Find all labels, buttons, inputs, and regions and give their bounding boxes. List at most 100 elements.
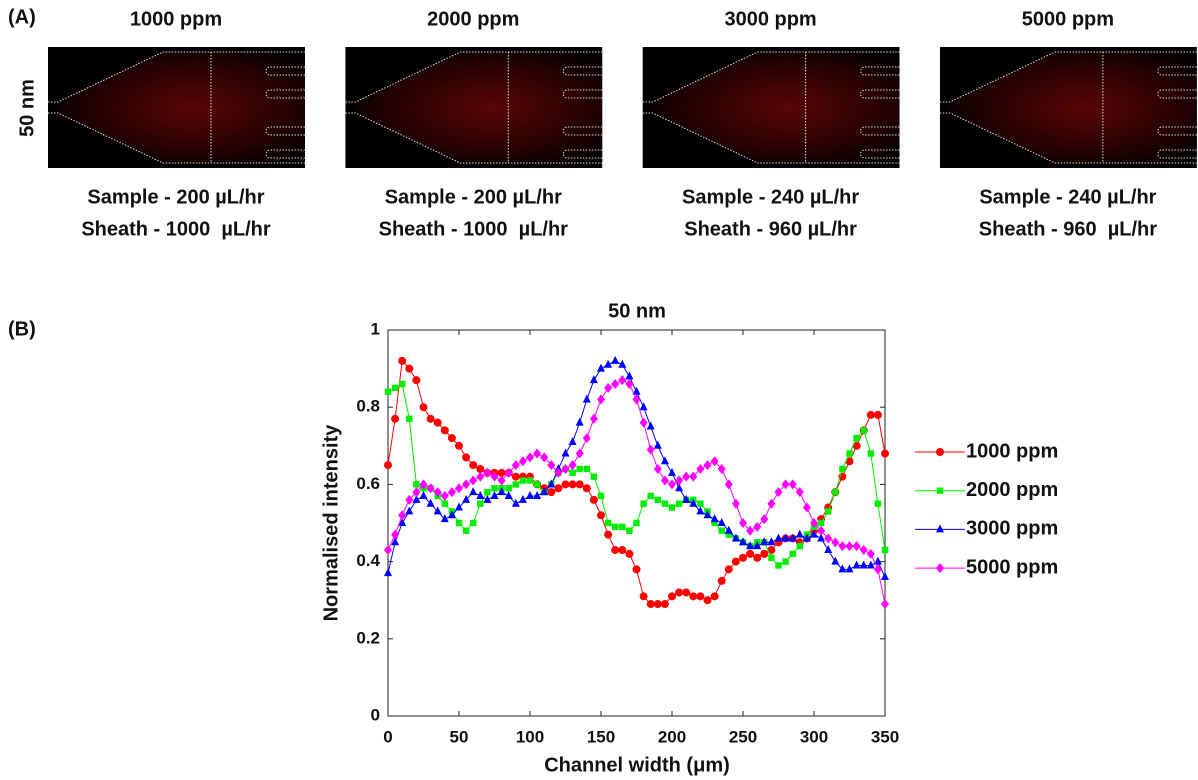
data-point xyxy=(462,453,471,462)
data-point xyxy=(647,492,654,500)
legend-marker xyxy=(936,563,944,574)
data-point xyxy=(412,494,421,503)
data-point xyxy=(554,467,563,478)
data-point xyxy=(682,471,691,482)
data-point xyxy=(540,487,549,496)
data-point xyxy=(483,467,492,478)
flow-rate-sheath: Sheath - 1000 µL/hr xyxy=(379,218,569,240)
data-point xyxy=(739,553,747,562)
data-point xyxy=(618,375,627,386)
data-point xyxy=(866,548,875,559)
data-point xyxy=(441,500,448,507)
data-point xyxy=(774,533,783,542)
x-tick-label: 200 xyxy=(658,727,686,746)
data-point xyxy=(860,427,867,434)
data-point xyxy=(646,600,655,609)
data-point xyxy=(604,359,613,368)
data-point xyxy=(547,479,556,488)
data-point xyxy=(717,576,726,585)
data-point xyxy=(597,511,605,520)
data-point xyxy=(739,518,747,528)
data-point xyxy=(433,506,442,515)
data-point xyxy=(660,600,669,609)
data-point xyxy=(859,560,868,569)
data-point xyxy=(469,487,478,496)
data-point xyxy=(789,550,796,558)
flow-rate-sample: Sample - 200 µL/hr xyxy=(385,186,562,208)
data-point xyxy=(398,518,407,526)
data-point xyxy=(455,519,463,527)
data-point xyxy=(447,434,456,443)
data-point xyxy=(477,500,484,507)
data-point xyxy=(469,475,478,486)
data-point xyxy=(768,554,775,561)
data-point xyxy=(660,456,669,465)
data-point xyxy=(725,531,732,538)
data-point xyxy=(540,452,549,463)
data-point xyxy=(760,537,769,546)
data-point xyxy=(881,599,889,610)
data-point xyxy=(497,468,506,477)
data-point xyxy=(518,456,527,467)
data-point xyxy=(561,480,570,489)
data-point xyxy=(462,494,471,503)
microchannel-image xyxy=(642,47,900,168)
x-tick-label: 350 xyxy=(871,727,899,746)
data-point xyxy=(568,460,577,471)
data-point xyxy=(597,363,605,372)
data-point xyxy=(455,483,463,494)
x-tick-label: 0 xyxy=(383,727,392,746)
y-axis-label: Normalised intensity xyxy=(320,424,342,622)
data-point xyxy=(590,473,598,480)
microchannel-image xyxy=(48,47,305,168)
data-point xyxy=(782,558,789,565)
data-point xyxy=(619,523,626,531)
data-point xyxy=(824,545,833,554)
data-point xyxy=(795,487,804,498)
panel-title: 1000 ppm xyxy=(130,8,222,30)
data-point xyxy=(697,500,704,507)
data-point xyxy=(526,490,534,499)
data-point xyxy=(526,477,534,484)
microchannel-image xyxy=(345,47,603,168)
data-point xyxy=(391,384,399,392)
data-point xyxy=(419,403,428,412)
data-point xyxy=(774,487,783,498)
legend-marker xyxy=(936,524,944,533)
data-point xyxy=(717,518,726,526)
data-point xyxy=(653,600,662,609)
data-point xyxy=(640,500,647,507)
data-point xyxy=(873,564,882,575)
x-tick-label: 150 xyxy=(587,727,615,746)
data-point xyxy=(625,371,634,380)
plot-frame xyxy=(387,329,886,717)
data-point xyxy=(533,448,542,459)
data-point xyxy=(781,533,790,542)
data-point xyxy=(399,380,406,388)
flow-rate-sample: Sample - 200 µL/hr xyxy=(87,186,264,208)
data-point xyxy=(512,481,519,488)
data-point xyxy=(611,546,620,555)
data-point xyxy=(852,441,861,450)
data-point xyxy=(718,527,725,534)
panel-label: (B) xyxy=(8,318,36,340)
data-point xyxy=(554,484,563,493)
data-point xyxy=(724,525,733,534)
data-point xyxy=(788,479,797,490)
data-point xyxy=(653,440,662,449)
y-tick-label: 0.6 xyxy=(356,474,380,493)
data-point xyxy=(832,488,839,496)
data-point xyxy=(767,498,776,509)
microchannel-image xyxy=(939,47,1197,168)
data-point xyxy=(583,465,590,473)
data-point xyxy=(710,514,719,523)
data-point xyxy=(547,460,556,471)
data-point xyxy=(852,560,861,569)
data-point xyxy=(831,556,840,565)
data-point xyxy=(384,461,392,470)
data-point xyxy=(440,490,449,501)
data-point xyxy=(533,490,542,499)
data-point xyxy=(611,355,620,364)
data-point xyxy=(611,379,620,390)
chart-title: 50 nm xyxy=(608,300,666,322)
